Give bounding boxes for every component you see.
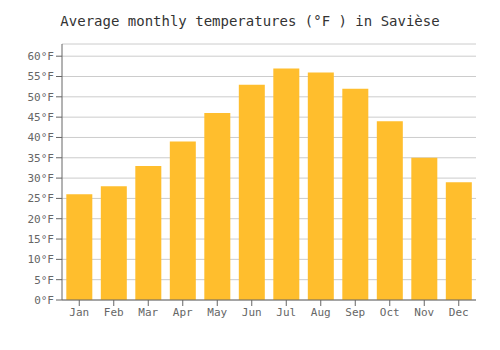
svg-text:0°F: 0°F [34,294,54,307]
svg-text:45°F: 45°F [28,111,55,124]
svg-text:50°F: 50°F [28,91,55,104]
svg-text:Sep: Sep [345,306,365,319]
svg-text:Jun: Jun [242,306,262,319]
svg-text:20°F: 20°F [28,213,55,226]
svg-text:40°F: 40°F [28,131,55,144]
html-text:Average monthly temperatures (: Average monthly temperatures (°F ) in Sa… [60,13,440,29]
svg-text:55°F: 55°F [28,70,55,83]
svg-text:10°F: 10°F [28,253,55,266]
svg-text:25°F: 25°F [28,192,55,205]
svg-text:35°F: 35°F [28,152,55,165]
svg-text:Jan: Jan [69,306,89,319]
svg-text:Dec: Dec [449,306,469,319]
svg-text:Nov: Nov [414,306,434,319]
svg-text:15°F: 15°F [28,233,55,246]
svg-text:30°F: 30°F [28,172,55,185]
svg-text:Apr: Apr [173,306,193,319]
svg-text:Aug: Aug [311,306,331,319]
svg-text:Mar: Mar [138,306,158,319]
svg-text:May: May [207,306,227,319]
svg-text:5°F: 5°F [34,274,54,287]
svg-text:60°F: 60°F [28,50,55,63]
svg-text:Oct: Oct [380,306,400,319]
svg-text:Jul: Jul [276,306,296,319]
svg-text:Feb: Feb [104,306,124,319]
